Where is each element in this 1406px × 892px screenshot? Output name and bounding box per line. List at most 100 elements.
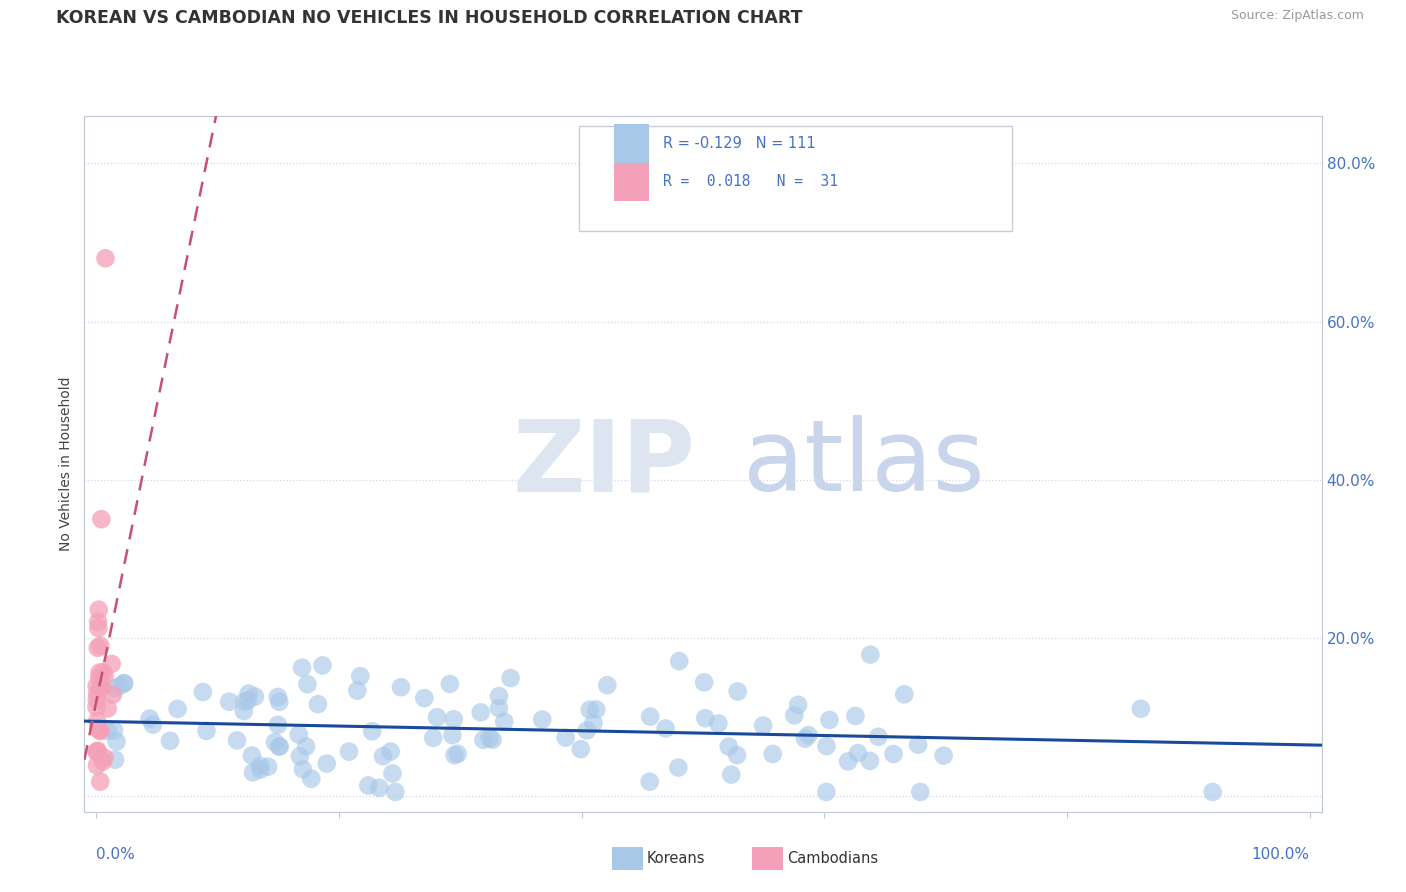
Point: [695, 711, 717, 725]
Point: [226, 733, 249, 747]
Point: [233, 695, 256, 709]
Point: [315, 756, 337, 771]
Point: [138, 712, 160, 726]
Point: [349, 669, 371, 683]
Point: [240, 748, 263, 763]
Point: [413, 691, 436, 706]
Point: [243, 690, 266, 704]
Point: [105, 734, 128, 748]
Point: [499, 671, 522, 685]
Point: [86, 714, 108, 728]
Point: [93, 670, 115, 684]
Point: [288, 749, 311, 764]
Point: [531, 713, 554, 727]
Point: [844, 709, 866, 723]
Point: [112, 676, 135, 690]
Point: [443, 712, 465, 726]
Point: [291, 762, 314, 776]
Point: [86, 745, 108, 759]
Point: [846, 746, 869, 760]
Point: [86, 692, 108, 706]
Point: [447, 747, 470, 761]
Point: [470, 706, 492, 720]
Point: [93, 751, 115, 765]
Point: [101, 688, 124, 702]
Point: [112, 676, 135, 690]
Y-axis label: No Vehicles in Household: No Vehicles in Household: [59, 376, 73, 551]
Point: [707, 716, 730, 731]
Point: [218, 695, 240, 709]
Point: [89, 774, 111, 789]
Point: [90, 680, 112, 694]
Point: [89, 681, 111, 695]
Point: [859, 648, 882, 662]
Point: [108, 679, 131, 693]
Point: [859, 754, 882, 768]
Point: [104, 753, 127, 767]
Point: [932, 748, 955, 763]
Point: [720, 767, 742, 781]
Point: [815, 739, 838, 753]
Point: [575, 723, 598, 738]
Point: [585, 702, 607, 716]
Point: [787, 698, 810, 712]
Text: 0.0%: 0.0%: [97, 847, 135, 863]
Point: [195, 723, 218, 738]
Point: [797, 728, 820, 742]
Point: [267, 690, 290, 704]
Text: 100.0%: 100.0%: [1251, 847, 1309, 863]
Point: [893, 687, 915, 701]
Point: [89, 724, 111, 739]
Point: [91, 755, 114, 769]
Text: ZIP: ZIP: [513, 416, 696, 512]
Point: [249, 763, 271, 777]
FancyBboxPatch shape: [579, 127, 1012, 231]
Point: [752, 718, 775, 732]
Point: [89, 665, 111, 680]
Point: [488, 701, 510, 715]
Point: [267, 718, 290, 732]
Point: [307, 697, 329, 711]
Point: [91, 665, 114, 680]
Point: [883, 747, 905, 761]
Point: [267, 739, 290, 754]
Point: [794, 731, 817, 746]
Point: [166, 702, 188, 716]
Point: [87, 615, 110, 629]
Text: Cambodians: Cambodians: [787, 851, 879, 865]
Point: [868, 730, 890, 744]
Point: [295, 739, 318, 754]
Point: [242, 765, 264, 780]
Point: [441, 728, 464, 742]
Point: [238, 687, 260, 701]
Text: KOREAN VS CAMBODIAN NO VEHICLES IN HOUSEHOLD CORRELATION CHART: KOREAN VS CAMBODIAN NO VEHICLES IN HOUSE…: [56, 9, 803, 27]
Point: [384, 785, 406, 799]
Point: [381, 766, 404, 780]
Point: [783, 708, 806, 723]
Point: [666, 760, 689, 774]
Point: [191, 685, 214, 699]
Point: [94, 252, 117, 266]
Point: [380, 745, 402, 759]
Point: [762, 747, 785, 761]
Point: [89, 670, 111, 684]
Point: [569, 742, 592, 756]
Text: Source: ZipAtlas.com: Source: ZipAtlas.com: [1230, 9, 1364, 22]
Point: [269, 739, 291, 754]
Point: [337, 745, 360, 759]
Point: [727, 684, 749, 698]
Point: [668, 654, 690, 668]
Point: [422, 731, 444, 745]
Point: [311, 658, 333, 673]
Point: [1201, 785, 1223, 799]
FancyBboxPatch shape: [614, 162, 648, 201]
Point: [488, 689, 510, 703]
Point: [291, 661, 314, 675]
Point: [907, 738, 929, 752]
Point: [582, 716, 605, 731]
Point: [815, 785, 838, 799]
Text: R =  0.018   N =  31: R = 0.018 N = 31: [664, 174, 838, 189]
Point: [142, 717, 165, 731]
Point: [346, 683, 368, 698]
FancyBboxPatch shape: [614, 124, 648, 162]
